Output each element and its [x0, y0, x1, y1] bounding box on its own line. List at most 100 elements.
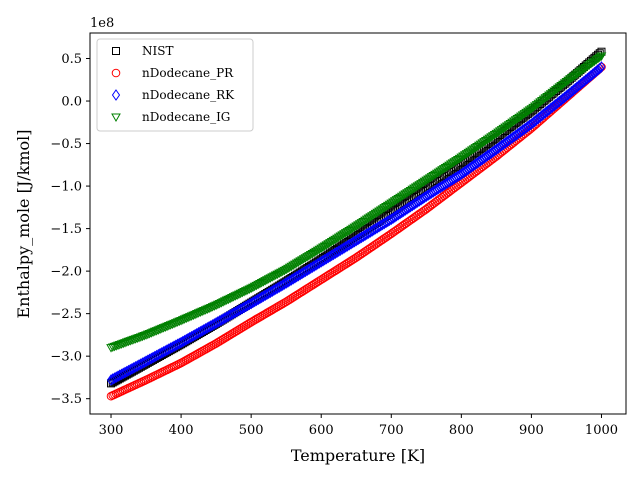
data-point	[417, 178, 428, 188]
data-point	[537, 109, 547, 122]
data-point	[534, 112, 543, 125]
data-point	[365, 213, 376, 222]
data-point	[353, 221, 363, 230]
x-axis-label: Temperature [K]	[291, 446, 425, 465]
data-point	[521, 108, 532, 118]
data-point	[458, 167, 468, 179]
data-point	[502, 135, 511, 148]
data-point	[411, 197, 420, 210]
data-point	[458, 152, 468, 161]
data-point	[316, 244, 327, 254]
data-point	[544, 104, 554, 116]
data-point	[467, 160, 476, 173]
data-point	[392, 209, 401, 222]
y-tick-label: −1.5	[50, 222, 82, 237]
data-point	[415, 195, 424, 207]
data-point	[516, 125, 526, 138]
data-point	[319, 242, 330, 251]
data-point	[399, 205, 408, 218]
data-point	[388, 198, 398, 207]
data-point	[372, 208, 383, 218]
data-point	[389, 197, 400, 206]
data-point	[396, 192, 407, 202]
data-point	[553, 97, 562, 109]
data-point	[409, 198, 419, 211]
data-point	[524, 106, 535, 115]
data-point	[486, 133, 496, 142]
data-point	[507, 118, 518, 128]
legend-marker	[111, 89, 121, 101]
data-point	[487, 147, 496, 160]
data-point	[430, 170, 440, 180]
data-point	[405, 186, 416, 196]
data-point	[340, 229, 351, 238]
data-point	[463, 148, 474, 158]
data-point	[447, 159, 458, 168]
data-point	[477, 139, 488, 148]
data-point	[347, 224, 358, 234]
data-point	[536, 111, 545, 123]
data-point	[402, 203, 412, 215]
data-point	[496, 126, 507, 135]
y-axis: −3.5 −3.0 −2.5 −2.0 −1.5 −1.0 −0.5 0.0 0.5	[50, 52, 90, 407]
data-point	[349, 223, 360, 233]
data-point	[530, 115, 540, 128]
data-point	[304, 252, 314, 261]
data-point	[574, 79, 583, 92]
data-point	[386, 199, 397, 209]
legend-label: nDodecane_RK	[142, 88, 235, 102]
data-point	[585, 71, 594, 84]
data-point	[435, 167, 446, 176]
data-point	[451, 157, 461, 166]
data-point	[400, 190, 411, 199]
data-point	[563, 76, 574, 86]
data-point	[464, 163, 473, 176]
data-point	[560, 91, 569, 104]
data-point	[394, 208, 403, 221]
data-point	[561, 77, 572, 87]
data-point	[523, 107, 533, 117]
data-point	[573, 69, 584, 78]
data-point	[580, 63, 591, 73]
data-point	[354, 220, 365, 229]
data-point	[478, 153, 487, 166]
legend: NIST nDodecane_PR nDodecane_RK nDodecane_IG	[96, 38, 254, 132]
data-point	[342, 228, 353, 237]
data-point	[514, 113, 525, 123]
data-point	[555, 95, 564, 108]
legend-label: nDodecane_IG	[142, 110, 230, 124]
x-tick-label: 900	[519, 423, 544, 438]
data-point	[361, 215, 372, 225]
x-tick-label: 700	[379, 423, 404, 438]
data-point	[485, 148, 494, 161]
data-point	[579, 65, 589, 74]
data-point	[279, 266, 290, 276]
data-point	[512, 115, 523, 124]
data-point	[431, 169, 442, 179]
data-point	[471, 158, 480, 171]
data-point	[503, 121, 514, 130]
data-point	[433, 168, 444, 178]
data-point	[455, 169, 464, 182]
data-point	[579, 75, 589, 88]
data-point	[578, 77, 587, 89]
data-point	[462, 164, 471, 177]
data-point	[456, 153, 467, 163]
data-point	[567, 85, 576, 98]
data-point	[321, 241, 332, 250]
data-point	[565, 75, 575, 84]
data-point	[416, 193, 426, 206]
data-point	[428, 172, 439, 181]
data-point	[461, 150, 472, 159]
data-point	[568, 72, 579, 82]
data-point	[356, 219, 367, 228]
data-point	[337, 231, 348, 240]
data-point	[457, 168, 466, 181]
legend-label: nDodecane_PR	[142, 66, 234, 80]
data-point	[583, 72, 592, 85]
data-point	[542, 92, 553, 102]
data-point	[527, 118, 536, 130]
data-point	[414, 181, 425, 190]
data-point	[293, 258, 304, 267]
